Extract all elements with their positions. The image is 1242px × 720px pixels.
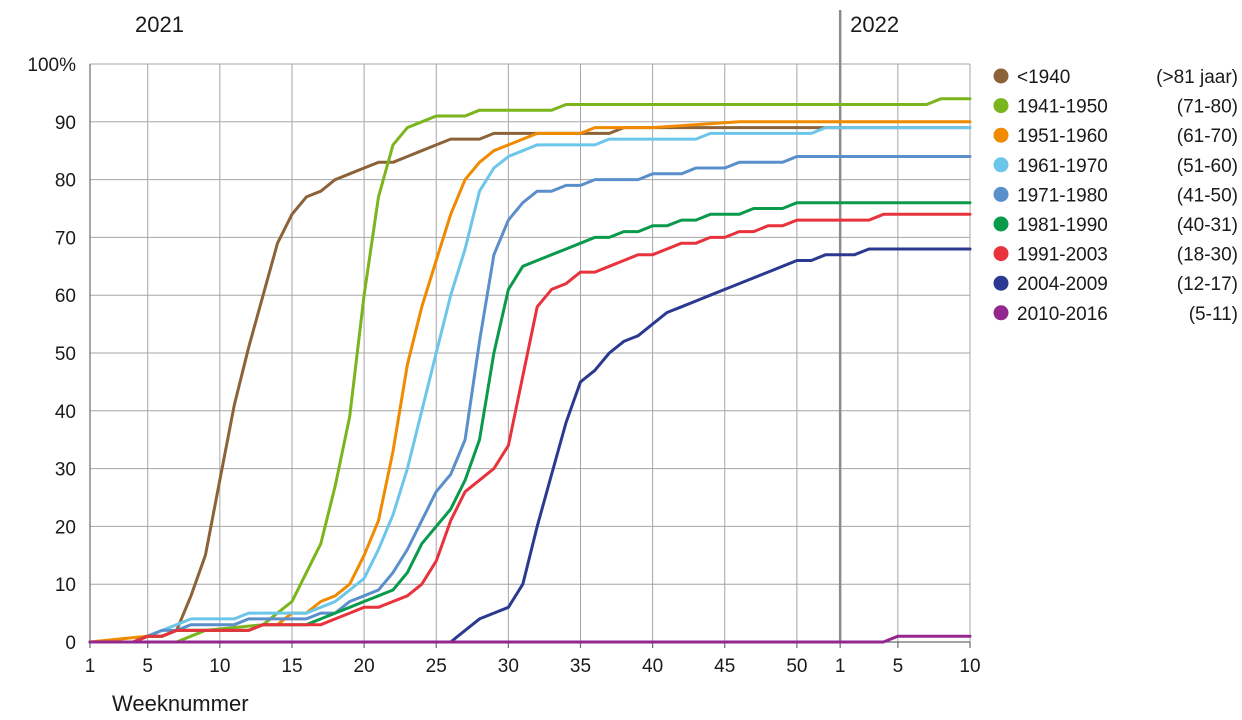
grid-layer [90,63,971,642]
series-line-3 [88,126,972,644]
legend-age-range: (12-17) [1177,274,1238,295]
x-tick-label: 45 [714,656,735,677]
legend-age-range: (61-70) [1177,126,1238,147]
legend-label: 1961-1970 [1017,156,1108,177]
x-tick-label: 10 [959,656,980,677]
legend-marker [993,157,1009,173]
series-line-8 [88,634,972,644]
legend-marker [993,275,1009,291]
x-tick-label: 10 [209,656,230,677]
series-layer [88,97,972,644]
series-line-4 [88,155,972,644]
series-line-6 [88,212,972,644]
y-tick-label: 40 [55,402,76,423]
legend-label: 1971-1980 [1017,185,1108,206]
x-tick-label: 1 [85,656,96,677]
legend-label: 1941-1950 [1017,97,1108,118]
series-line-0 [88,126,972,644]
series-line-2 [88,120,972,644]
legend-marker [993,186,1009,202]
legend-age-range: (>81 jaar) [1156,67,1238,88]
y-tick-label: 20 [55,517,76,538]
legend-marker [993,68,1009,84]
legend-marker [993,127,1009,143]
legend-age-range: (51-60) [1177,156,1238,177]
y-tick-label: 0 [65,633,76,654]
legend-marker [993,305,1009,321]
x-tick-label: 20 [354,656,375,677]
legend-label: 2004-2009 [1017,274,1108,295]
legend-age-range: (71-80) [1177,97,1238,118]
legend-label: 1951-1960 [1017,126,1108,147]
x-tick-label: 1 [835,656,846,677]
legend-label: 2010-2016 [1017,304,1108,325]
y-tick-label: 100% [27,55,76,76]
legend-age-range: (41-50) [1177,185,1238,206]
x-tick-label: 50 [786,656,807,677]
legend-marker [993,98,1009,114]
legend-label: 1991-2003 [1017,245,1108,266]
legend-marker [993,216,1009,232]
legend-label: <1940 [1017,67,1070,88]
year-label-2022: 2022 [850,12,899,37]
x-tick-label: 35 [570,656,591,677]
year-label-2021: 2021 [135,12,184,37]
x-tick-label: 30 [498,656,519,677]
series-line-7 [88,247,972,644]
y-tick-label: 70 [55,228,76,249]
y-tick-label: 60 [55,286,76,307]
legend: <1940 (>81 jaar) 1941-1950 (71-80) 1951-1960… [993,67,1238,325]
x-tick-label: 15 [281,656,302,677]
legend-age-range: (40-31) [1177,215,1238,236]
x-tick-label: 40 [642,656,663,677]
y-tick-label: 80 [55,171,76,192]
x-axis-label: Weeknummer [112,691,249,716]
y-tick-label: 30 [55,460,76,481]
y-tick-label: 50 [55,344,76,365]
series-line-5 [88,201,972,644]
y-tick-label: 90 [55,113,76,134]
legend-age-range: (5-11) [1189,304,1238,325]
legend-label: 1981-1990 [1017,215,1108,236]
x-tick-label: 5 [142,656,153,677]
series-line-1 [88,97,972,644]
legend-age-range: (18-30) [1177,245,1238,266]
legend-marker [993,246,1009,262]
x-tick-label: 5 [893,656,904,677]
x-tick-label: 25 [426,656,447,677]
y-tick-label: 10 [55,575,76,596]
